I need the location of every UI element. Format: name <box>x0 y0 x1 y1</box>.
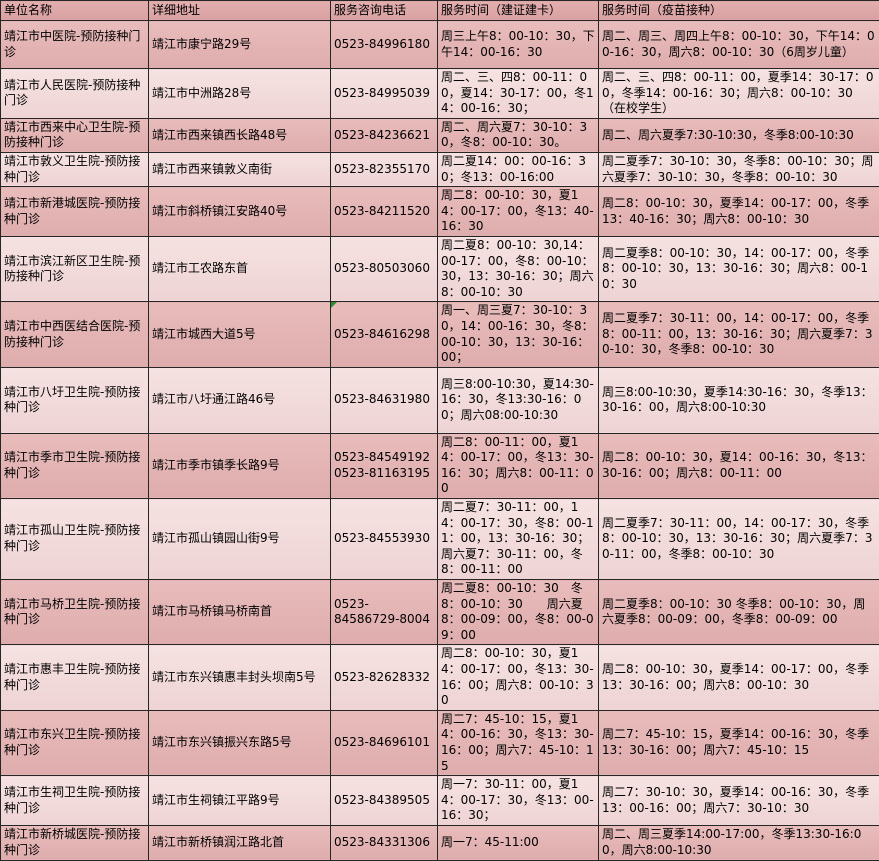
column-header-phone: 服务咨询电话 <box>331 1 438 21</box>
cell-phone: 0523-84631980 <box>331 367 438 433</box>
cell-time-vaccine: 周二7：45-10：15，夏季14：00-16：30，冬季13：30-16：00… <box>599 710 879 775</box>
cell-phone: 0523-84616298 <box>331 302 438 367</box>
cell-time-vaccine: 周二8：00-10：30，夏季14：00-17：00，冬季13：30-16：00… <box>599 645 879 710</box>
cell-unit-name: 靖江市生祠卫生院-预防接种门诊 <box>1 776 149 826</box>
cell-time-card: 周二8：00-10：30，夏14：00-17：00，冬13：30-16：00；周… <box>438 645 599 710</box>
cell-time-card: 周二、三、四8：00-11：00，夏14：30-17：00，冬14：00-16：… <box>438 69 599 119</box>
cell-unit-name: 靖江市新桥城医院-预防接种门诊 <box>1 825 149 860</box>
cell-time-card: 周一、周三夏7：30-10：30，14：00-16：30，冬8：00-10：30… <box>438 302 599 367</box>
cell-unit-name: 靖江市中西医结合医院-预防接种门诊 <box>1 302 149 367</box>
cell-unit-name: 靖江市东兴卫生院-预防接种门诊 <box>1 710 149 775</box>
cell-address: 靖江市西来镇西长路48号 <box>149 118 331 152</box>
cell-phone: 0523-84236621 <box>331 118 438 152</box>
cell-time-vaccine: 周二夏季7：30-11：00，14：00-17：00，冬季8：00-11：00，… <box>599 302 879 367</box>
cell-unit-name: 靖江市西来中心卫生院-预防接种门诊 <box>1 118 149 152</box>
cell-time-vaccine: 周二夏季7：30-11：00，14：00-17：30，冬季8：00-10：30，… <box>599 499 879 580</box>
cell-time-card: 周二夏8：00-10：30,14：00-17：00，冬8：00-10：30，13… <box>438 236 599 301</box>
cell-unit-name: 靖江市季市卫生院-预防接种门诊 <box>1 433 149 498</box>
cell-time-vaccine: 周二、三、四8：00-11：00，夏季14：30-17：00，冬季14：00-1… <box>599 69 879 119</box>
cell-address: 靖江市城西大道5号 <box>149 302 331 367</box>
cell-phone: 0523-84389505 <box>331 776 438 826</box>
cell-time-card: 周三上午8：00-10：30，下午14：00-16：30 <box>438 21 599 69</box>
cell-time-card: 周一7：45-11:00 <box>438 825 599 860</box>
cell-phone: 0523-80503060 <box>331 236 438 301</box>
cell-time-card: 周一7：30-11：00，夏14：00-17：30，冬13：00-16：30； <box>438 776 599 826</box>
cell-address: 靖江市西来镇敦义南街 <box>149 152 331 186</box>
cell-phone: 0523-82355170 <box>331 152 438 186</box>
cell-unit-name: 靖江市马桥卫生院-预防接种门诊 <box>1 580 149 645</box>
cell-phone: 0523-84996180 <box>331 21 438 69</box>
cell-unit-name: 靖江市新港城医院-预防接种门诊 <box>1 187 149 237</box>
cell-address: 靖江市马桥镇马桥南首 <box>149 580 331 645</box>
cell-time-card: 周二8：00-11：00，夏14：00-17：00，冬13：30-16：30；周… <box>438 433 599 498</box>
cell-address: 靖江市孤山镇园山街9号 <box>149 499 331 580</box>
cell-time-card: 周二8：00-10：30，夏14：00-17：00，冬13：40-16：30 <box>438 187 599 237</box>
cell-address: 靖江市工农路东首 <box>149 236 331 301</box>
cell-time-card: 周三8:00-10:30，夏14:30-16：30，冬13:30-16：00；周… <box>438 367 599 433</box>
cell-unit-name: 靖江市滨江新区卫生院-预防接种门诊 <box>1 236 149 301</box>
cell-time-vaccine: 周二夏季8：00-10：30 冬季8：00-10：30，周六夏季8：00-09：… <box>599 580 879 645</box>
column-header-time-card: 服务时间（建证建卡） <box>438 1 599 21</box>
cell-phone: 0523- 84586729-8004 <box>331 580 438 645</box>
cell-address: 靖江市东兴镇振兴东路5号 <box>149 710 331 775</box>
cell-address: 靖江市季市镇季长路9号 <box>149 433 331 498</box>
column-header-time-vaccine: 服务时间（疫苗接种） <box>599 1 879 21</box>
cell-phone: 0523-84696101 <box>331 710 438 775</box>
cell-time-vaccine: 周二夏季8：00-10：30，14：00-17：00，冬季8：00-10：30，… <box>599 236 879 301</box>
cell-phone: 0523-84553930 <box>331 499 438 580</box>
cell-address: 靖江市生祠镇江平路9号 <box>149 776 331 826</box>
cell-address: 靖江市斜桥镇江安路40号 <box>149 187 331 237</box>
column-header-address: 详细地址 <box>149 1 331 21</box>
cell-time-vaccine: 周二8：00-10：30，夏季14：00-17：00，冬季13：40-16：30… <box>599 187 879 237</box>
cell-phone: 0523-82628332 <box>331 645 438 710</box>
table-header-row: 单位名称 详细地址 服务咨询电话 服务时间（建证建卡） 服务时间（疫苗接种） <box>1 1 879 21</box>
cell-time-vaccine: 周二、周六夏季7:30-10:30，冬季8:00-10:30 <box>599 118 879 152</box>
cell-unit-name: 靖江市孤山卫生院-预防接种门诊 <box>1 499 149 580</box>
cell-address: 靖江市中洲路28号 <box>149 69 331 119</box>
cell-time-vaccine: 周二、周三、周四上午8：00-10：30，下午14：00-16：30，周六8：0… <box>599 21 879 69</box>
cell-unit-name: 靖江市人民医院-预防接种门诊 <box>1 69 149 119</box>
cell-address: 靖江市八圩通江路46号 <box>149 367 331 433</box>
cell-phone: 0523-84549192 0523-81163195 <box>331 433 438 498</box>
cell-time-card: 周二、周六夏7：30-10：30，冬8：00-10：30。 <box>438 118 599 152</box>
column-header-unit-name: 单位名称 <box>1 1 149 21</box>
cell-unit-name: 靖江市中医院-预防接种门诊 <box>1 21 149 69</box>
cell-time-card: 周二夏8：00-10：30 冬8：00-10：30 周六夏8：00-09：00，… <box>438 580 599 645</box>
cell-address: 靖江市东兴镇惠丰封头坝南5号 <box>149 645 331 710</box>
cell-unit-name: 靖江市敦义卫生院-预防接种门诊 <box>1 152 149 186</box>
cell-unit-name: 靖江市八圩卫生院-预防接种门诊 <box>1 367 149 433</box>
cell-address: 靖江市康宁路29号 <box>149 21 331 69</box>
cell-phone: 0523-84211520 <box>331 187 438 237</box>
cell-time-card: 周二夏7：30-11：00，14：00-17：30，冬8：00-11：00，13… <box>438 499 599 580</box>
cell-address: 靖江市新桥镇润江路北首 <box>149 825 331 860</box>
cell-time-vaccine: 周二夏季7：30-10：30，冬季8：00-10：30；周六夏季7：30-10：… <box>599 152 879 186</box>
cell-phone: 0523-84995039 <box>331 69 438 119</box>
cell-unit-name: 靖江市惠丰卫生院-预防接种门诊 <box>1 645 149 710</box>
cell-time-card: 周二7：45-10：15，夏14：00-16：30，冬13：30-16：00；周… <box>438 710 599 775</box>
cell-time-vaccine: 周二、周三夏季14:00-17:00，冬季13:30-16:00，周六8:00-… <box>599 825 879 860</box>
cell-time-vaccine: 周二8：00-10：30，夏14：00-16：30，冬13：30-16：00；周… <box>599 433 879 498</box>
cell-phone: 0523-84331306 <box>331 825 438 860</box>
cell-error-triangle-icon <box>331 302 337 308</box>
cell-time-card: 周二夏14：00：00-16：30；冬13：00-16:00 <box>438 152 599 186</box>
cell-time-vaccine: 周二7：30-10：30，夏季14：00-16：30，冬季13：00-16：00… <box>599 776 879 826</box>
cell-time-vaccine: 周三8:00-10:30，夏季14:30-16：30，冬季13：30-16：00… <box>599 367 879 433</box>
